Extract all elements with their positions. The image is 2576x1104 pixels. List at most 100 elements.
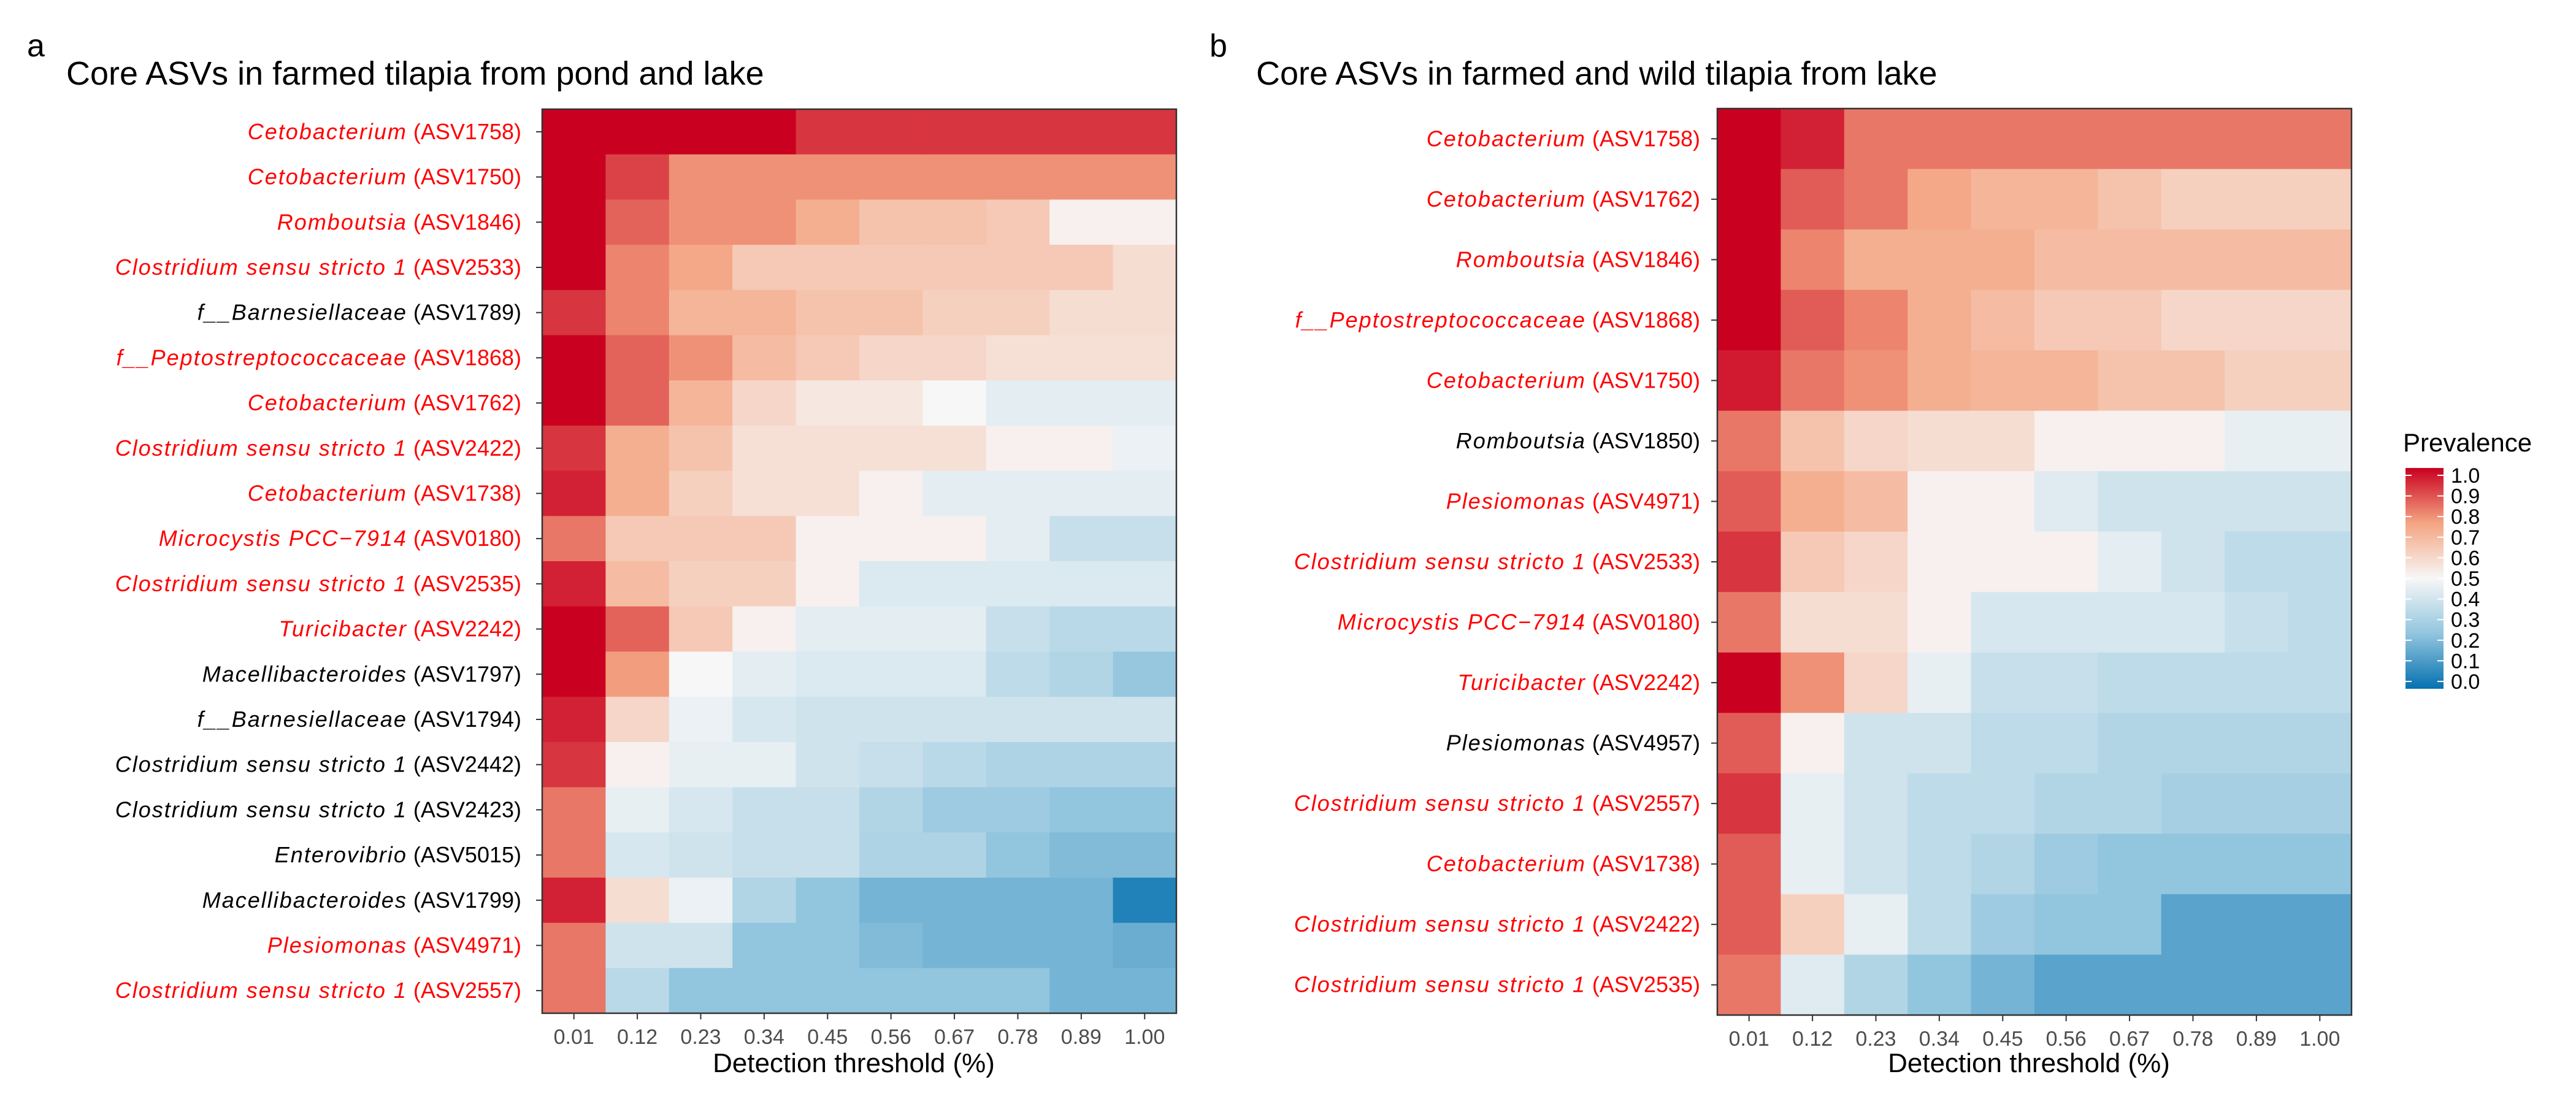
heatmap-cell [605, 651, 670, 697]
heatmap-cell [1717, 350, 1781, 412]
heatmap-cell [2161, 652, 2225, 713]
heatmap-cell [986, 199, 1050, 245]
heatmap-cell [922, 697, 987, 743]
heatmap-cell [2098, 592, 2162, 653]
heatmap-cell [859, 245, 923, 291]
heatmap-cell [1844, 410, 1908, 472]
row-label-genus: Plesiomonas [1446, 730, 1586, 756]
heatmap-cell [605, 787, 670, 833]
row-label-asv: (ASV1846) [407, 209, 521, 234]
heatmap-cell [605, 742, 670, 788]
heatmap-cell [1717, 713, 1781, 774]
heatmap-cell [1717, 229, 1781, 291]
heatmap-cell [1781, 410, 1845, 472]
heatmap-cell [2098, 652, 2162, 713]
heatmap-cell [1781, 350, 1845, 412]
heatmap-cell [1113, 245, 1177, 291]
heatmap-cell [732, 606, 797, 652]
row-label-asv: (ASV1738) [407, 480, 521, 505]
heatmap-cell [1049, 425, 1114, 472]
heatmap-cell [2161, 592, 2225, 653]
heatmap-cell [2288, 773, 2352, 834]
row-label: Cetobacterium (ASV1750) [248, 164, 521, 190]
heatmap-cell [605, 877, 670, 924]
row-label-genus: Clostridium sensu stricto 1 [115, 752, 407, 777]
panel-a-letter: a [27, 28, 45, 64]
heatmap-cell [1781, 773, 1845, 834]
heatmap-cell [922, 561, 987, 607]
heatmap-cell [1113, 199, 1177, 245]
heatmap-cell [1717, 773, 1781, 834]
prevalence-legend: Prevalence 1.00.90.80.70.60.50.40.30.20.… [2403, 428, 2532, 694]
legend-title: Prevalence [2403, 428, 2532, 457]
heatmap-cell [669, 470, 733, 516]
x-tick-label: 0.34 [1919, 1027, 1960, 1051]
heatmap-cell [1844, 531, 1908, 592]
heatmap-cell [2034, 109, 2098, 170]
heatmap-cell [859, 470, 923, 516]
heatmap-cell [1781, 834, 1845, 895]
heatmap-cell [542, 697, 606, 743]
heatmap-cell [2161, 531, 2225, 592]
heatmap-cell [542, 425, 606, 472]
panel-b-letter: b [1209, 28, 1227, 64]
heatmap-cell [2098, 471, 2162, 532]
heatmap-cell [1844, 652, 1908, 713]
heatmap-cell [2225, 471, 2289, 532]
row-label-genus: f__Peptostreptococcaceae [1295, 307, 1586, 332]
heatmap-cell [2225, 289, 2289, 351]
heatmap-cell [1717, 410, 1781, 472]
row-label-asv: (ASV5015) [407, 842, 521, 867]
heatmap-cell [669, 697, 733, 743]
heatmap-cell [2225, 773, 2289, 834]
heatmap-cell [986, 245, 1050, 291]
heatmap-cell [1907, 410, 1972, 472]
row-label-genus: Cetobacterium [1427, 126, 1586, 151]
heatmap-cell [1717, 531, 1781, 592]
row-label: Plesiomonas (ASV4957) [1446, 730, 1700, 756]
row-label: Romboutsia (ASV1846) [1456, 247, 1700, 272]
heatmap-cell [2225, 350, 2289, 412]
heatmap-cell [605, 425, 670, 472]
heatmap-cell [795, 742, 860, 788]
heatmap-cell [605, 561, 670, 607]
heatmap-cell [2288, 894, 2352, 956]
heatmap-cell [1844, 773, 1908, 834]
x-tick-label: 0.23 [1855, 1027, 1896, 1051]
heatmap-cell [605, 335, 670, 381]
heatmap-cell [1113, 877, 1177, 924]
heatmap-cell [922, 922, 987, 968]
row-label-asv: (ASV2422) [1586, 911, 1700, 937]
legend-tick-label: 1.0 [2451, 464, 2480, 488]
heatmap-cell [859, 651, 923, 697]
heatmap-cell [1907, 773, 1972, 834]
heatmap-cell [1971, 954, 2035, 1016]
heatmap-cell [605, 380, 670, 426]
heatmap-cell [1113, 335, 1177, 381]
heatmap-cell [2225, 109, 2289, 170]
heatmap-cell [732, 922, 797, 968]
heatmap-cell [669, 606, 733, 652]
heatmap-cell [2098, 894, 2162, 956]
heatmap-cell [795, 109, 860, 155]
heatmap-cell [1781, 471, 1845, 532]
heatmap-cell [1907, 109, 1972, 170]
heatmap-cell [2034, 894, 2098, 956]
heatmap-cell [986, 561, 1050, 607]
row-label: Cetobacterium (ASV1762) [248, 390, 521, 415]
heatmap-cell [859, 109, 923, 155]
heatmap-cell [2034, 471, 2098, 532]
heatmap-cell [795, 154, 860, 200]
x-tick-label: 0.23 [680, 1025, 721, 1049]
heatmap-cell [2098, 169, 2162, 230]
row-label-genus: Plesiomonas [267, 932, 407, 957]
heatmap-cell [1049, 922, 1114, 968]
heatmap-cell [2098, 773, 2162, 834]
row-label: Clostridium sensu stricto 1 (ASV2557) [1294, 791, 1700, 816]
heatmap-cell [542, 606, 606, 652]
heatmap-cell [1049, 289, 1114, 336]
row-label: Cetobacterium (ASV1738) [248, 480, 521, 505]
heatmap-cell [2288, 350, 2352, 412]
heatmap-cell [795, 877, 860, 924]
heatmap-cell [1907, 229, 1972, 291]
